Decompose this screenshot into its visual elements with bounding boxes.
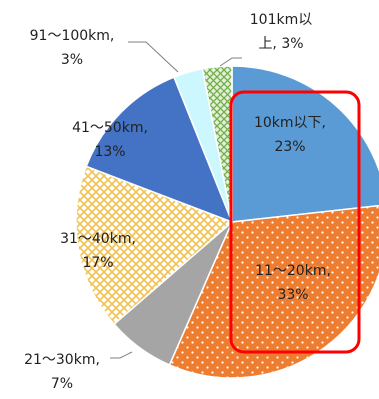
highlight-box [229, 90, 361, 354]
label-11-20km: 11〜20km, 33% [255, 263, 331, 303]
leader-101km-or-more [219, 57, 242, 67]
slice-11-20km [168, 204, 379, 379]
label-41-50km: 41〜50km, 13% [72, 120, 148, 160]
leader-21-30km [110, 351, 133, 359]
slice-41-50km [85, 76, 234, 224]
leader-91-100km [128, 41, 179, 73]
label-31-40km: 31〜40km, 17% [60, 231, 136, 271]
data-labels: 10km以下, 23% 11〜20km, 33% 21〜30km, 7% 31〜40km, 1… [24, 12, 331, 392]
pie-slices [75, 65, 379, 379]
label-10km-or-less: 10km以下, 23% [254, 115, 326, 155]
slice-101km-or-more [201, 65, 233, 223]
label-101km-or-more: 101km以上, 3% [250, 12, 312, 52]
slice-31-40km [75, 165, 234, 326]
slice-10km-or-less [231, 65, 379, 223]
label-91-100km: 91〜100km, 3% [30, 28, 115, 68]
leader-lines [110, 41, 242, 359]
label-21-30km: 21〜30km, 7% [24, 352, 100, 392]
